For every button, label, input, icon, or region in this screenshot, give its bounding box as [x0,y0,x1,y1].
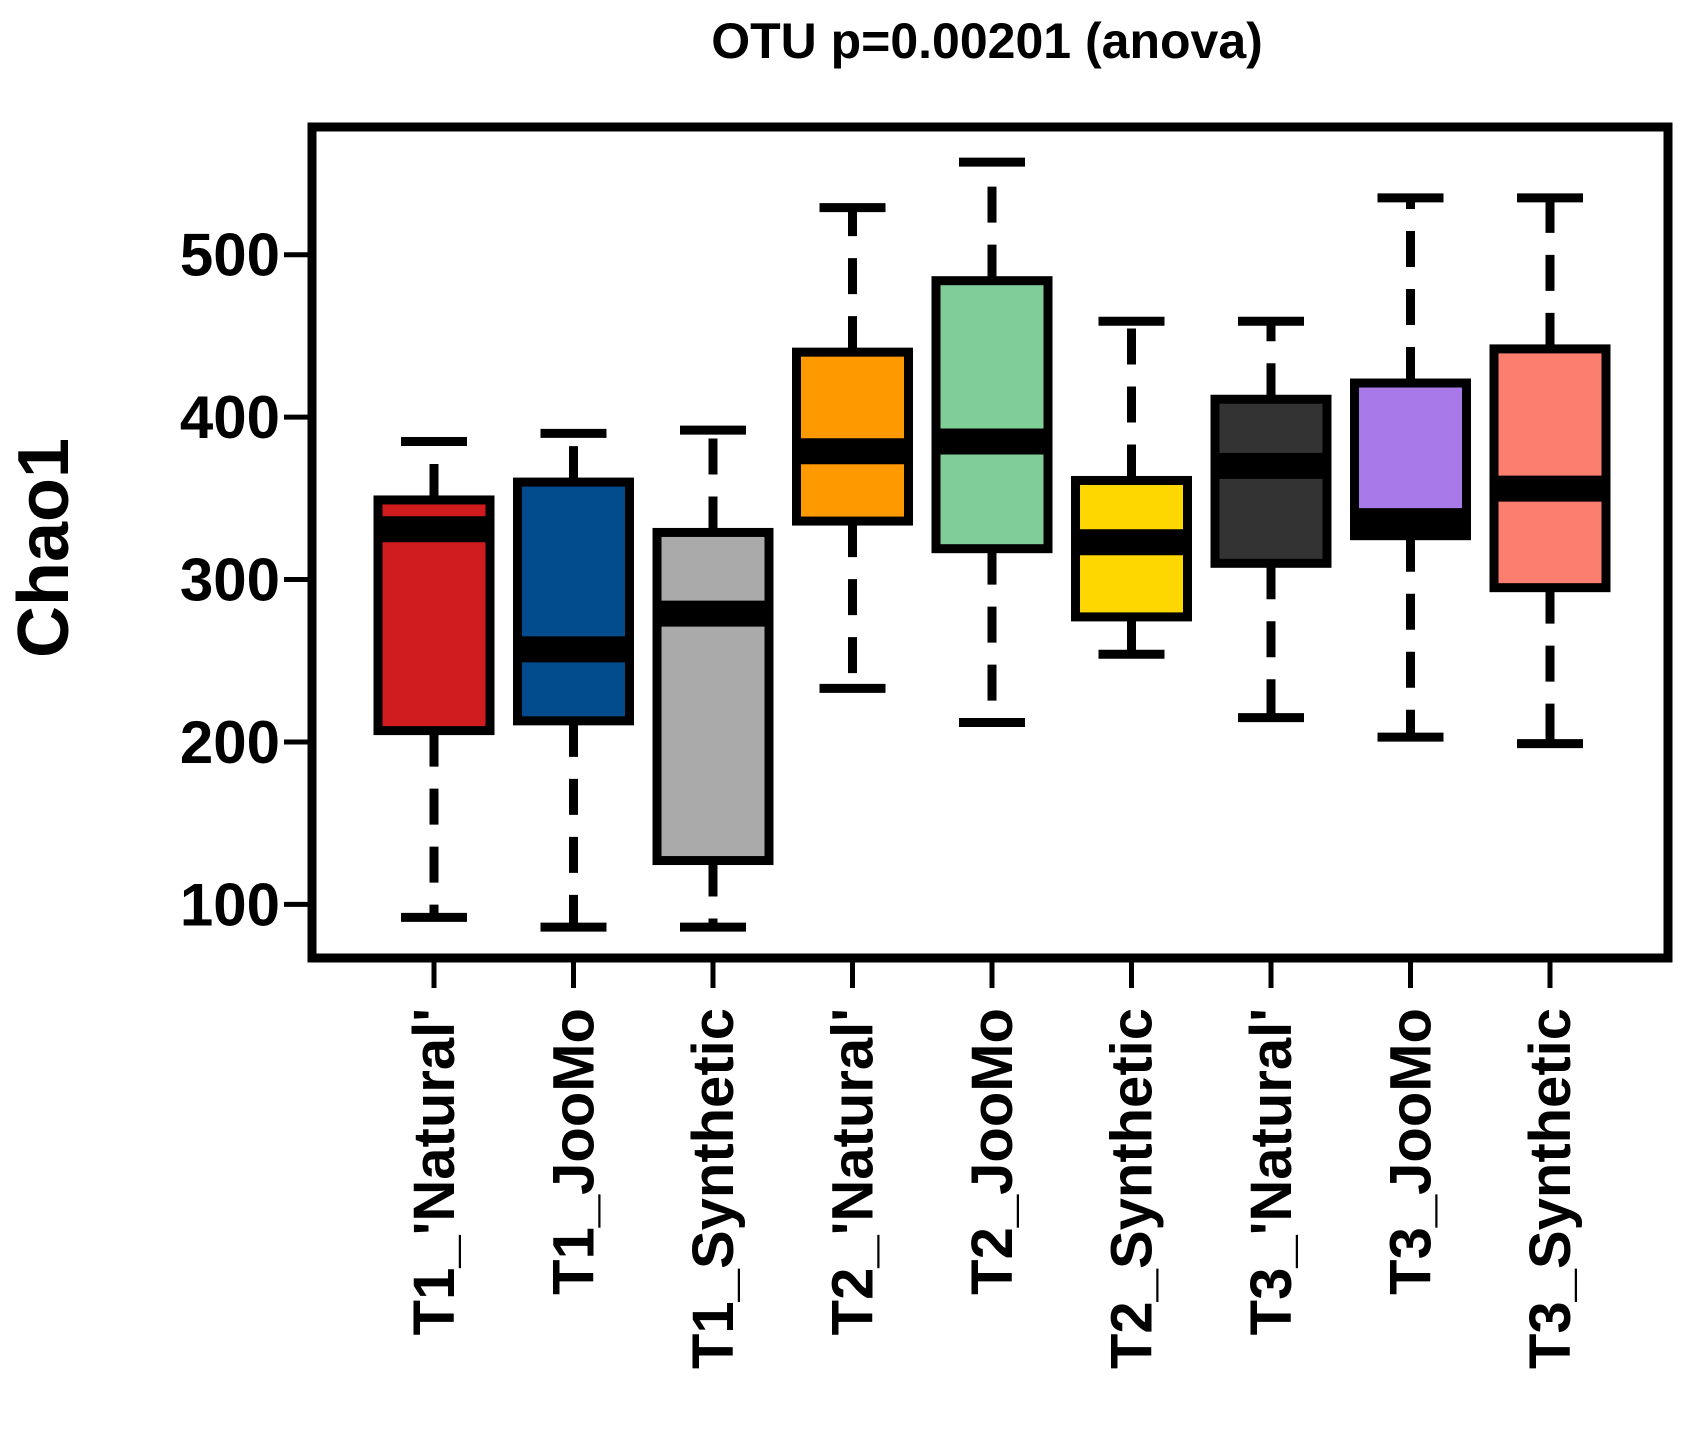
y-tick-label: 300 [180,547,280,614]
box-iqr [513,477,634,726]
y-tick-label: 400 [180,384,280,451]
y-tick-label: 100 [180,871,280,938]
x-tick-label: T1_JooMo [542,1008,607,1295]
box-8 [1350,193,1471,742]
x-tick-label: T3_Synthetic [1518,1008,1583,1369]
box-2 [513,428,634,932]
box-7 [1210,316,1332,723]
boxes-group [373,157,1611,932]
box-4 [792,203,913,693]
box-iqr [1489,344,1611,593]
y-axis: 100 200 300 400 500 [180,222,312,938]
box-5 [931,157,1053,727]
chart-title: OTU p=0.00201 (anova) [711,13,1263,69]
x-tick-label: T3_JooMo [1379,1008,1444,1295]
box-iqr [931,276,1053,554]
x-tick-label: T2_JooMo [960,1008,1025,1295]
y-tick-label: 200 [180,709,280,776]
x-axis: T1_'Natural' T1_JooMo T1_Synthetic T2_'Natu… [402,958,1583,1369]
y-axis-label: Chao1 [4,438,84,658]
x-tick-label: T2_'Natural' [821,1008,886,1335]
x-tick-label: T2_Synthetic [1100,1008,1165,1369]
box-1 [373,436,495,922]
box-iqr [1210,394,1332,568]
box-9 [1489,193,1611,749]
box-iqr [792,347,913,526]
box-3 [652,425,774,932]
box-6 [1071,316,1192,659]
x-tick-label: T1_'Natural' [402,1008,467,1335]
y-tick-label: 500 [180,222,280,289]
plot-frame [307,122,1673,963]
x-tick-label: T1_Synthetic [681,1008,746,1369]
x-tick-label: T3_'Natural' [1239,1008,1304,1335]
box-iqr [652,527,774,866]
